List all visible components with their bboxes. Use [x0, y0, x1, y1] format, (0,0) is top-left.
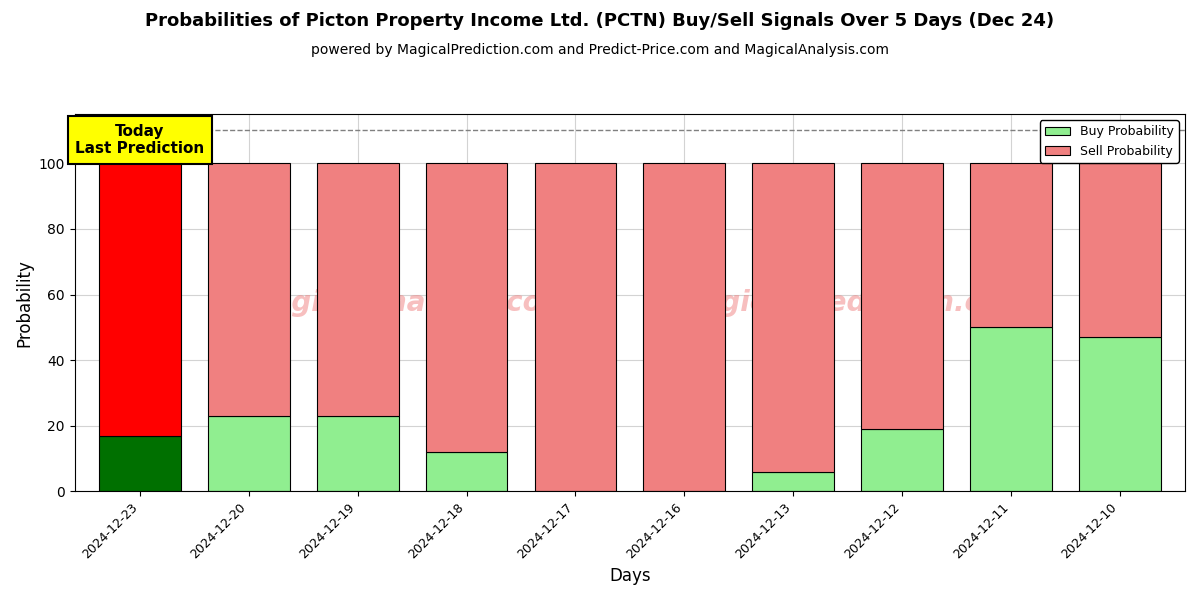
Text: Probabilities of Picton Property Income Ltd. (PCTN) Buy/Sell Signals Over 5 Days: Probabilities of Picton Property Income …: [145, 12, 1055, 30]
Bar: [970, 163, 1051, 328]
Text: MagicalAnalysis.com: MagicalAnalysis.com: [245, 289, 570, 317]
Bar: [1079, 337, 1160, 491]
Bar: [534, 163, 617, 491]
Bar: [208, 416, 289, 491]
Bar: [752, 472, 834, 491]
Legend: Buy Probability, Sell Probability: Buy Probability, Sell Probability: [1040, 120, 1178, 163]
Bar: [752, 163, 834, 472]
Text: Today
Last Prediction: Today Last Prediction: [76, 124, 204, 157]
Bar: [100, 163, 181, 436]
Bar: [643, 163, 725, 491]
Bar: [862, 429, 943, 491]
Bar: [100, 436, 181, 491]
Text: powered by MagicalPrediction.com and Predict-Price.com and MagicalAnalysis.com: powered by MagicalPrediction.com and Pre…: [311, 43, 889, 57]
Bar: [317, 163, 398, 416]
Bar: [426, 452, 508, 491]
Bar: [208, 163, 289, 416]
Text: MagicalPrediction.com: MagicalPrediction.com: [674, 289, 1030, 317]
Bar: [970, 328, 1051, 491]
X-axis label: Days: Days: [610, 567, 650, 585]
Bar: [317, 416, 398, 491]
Bar: [1079, 163, 1160, 337]
Y-axis label: Probability: Probability: [16, 259, 34, 347]
Bar: [426, 163, 508, 452]
Bar: [862, 163, 943, 429]
